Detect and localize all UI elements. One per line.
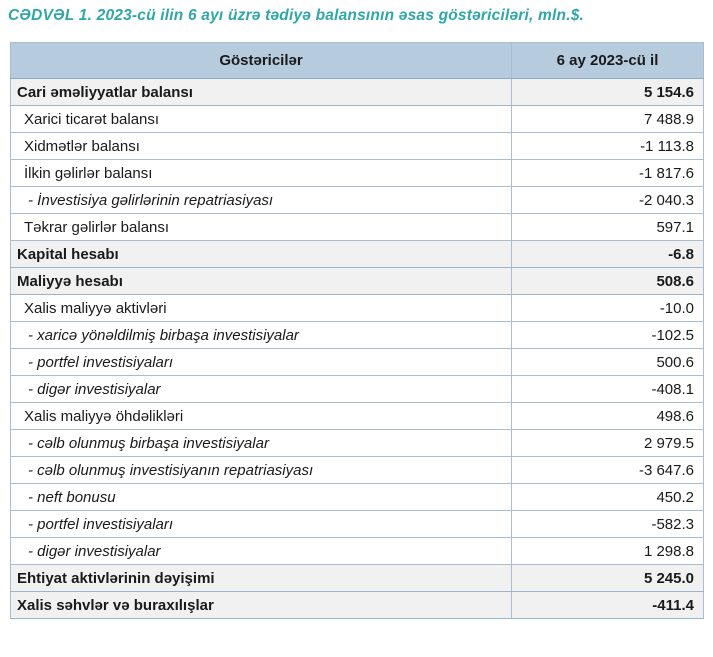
row-label: - digər investisiyalar bbox=[10, 537, 512, 565]
row-label: - İnvestisiya gəlirlərinin repatriasiyas… bbox=[10, 186, 512, 214]
table-row: - xaricə yönəldilmiş birbaşa investisiya… bbox=[10, 321, 704, 349]
row-value: 5 245.0 bbox=[511, 564, 704, 592]
row-value: -3 647.6 bbox=[511, 456, 704, 484]
row-label: Kapital hesabı bbox=[10, 240, 512, 268]
row-value: -6.8 bbox=[511, 240, 704, 268]
row-value: -582.3 bbox=[511, 510, 704, 538]
table-row: - digər investisiyalar 1 298.8 bbox=[10, 537, 704, 565]
table-row: Xalis səhvlər və buraxılışlar -411.4 bbox=[10, 591, 704, 619]
row-value: -10.0 bbox=[511, 294, 704, 322]
row-value: -1 817.6 bbox=[511, 159, 704, 187]
row-value: 498.6 bbox=[511, 402, 704, 430]
table-row: Cari əməliyyatlar balansı 5 154.6 bbox=[10, 78, 704, 106]
row-label: Cari əməliyyatlar balansı bbox=[10, 78, 512, 106]
row-label: İlkin gəlirlər balansı bbox=[10, 159, 512, 187]
table-row: Xarici ticarət balansı 7 488.9 bbox=[10, 105, 704, 133]
row-value: -1 113.8 bbox=[511, 132, 704, 160]
row-label: - digər investisiyalar bbox=[10, 375, 512, 403]
table-row: Kapital hesabı -6.8 bbox=[10, 240, 704, 268]
table-row: - portfel investisiyaları -582.3 bbox=[10, 510, 704, 538]
table-header-row: Göstəricilər 6 ay 2023-cü il bbox=[10, 42, 704, 79]
table-row: Təkrar gəlirlər balansı 597.1 bbox=[10, 213, 704, 241]
row-label: Ehtiyat aktivlərinin dəyişimi bbox=[10, 564, 512, 592]
row-label: Təkrar gəlirlər balansı bbox=[10, 213, 512, 241]
table-row: - İnvestisiya gəlirlərinin repatriasiyas… bbox=[10, 186, 704, 214]
row-value: 597.1 bbox=[511, 213, 704, 241]
row-label: - xaricə yönəldilmiş birbaşa investisiya… bbox=[10, 321, 512, 349]
row-label: - neft bonusu bbox=[10, 483, 512, 511]
row-label: Xalis səhvlər və buraxılışlar bbox=[10, 591, 512, 619]
row-label: Xarici ticarət balansı bbox=[10, 105, 512, 133]
row-label: - portfel investisiyaları bbox=[10, 510, 512, 538]
row-label: Maliyyə hesabı bbox=[10, 267, 512, 295]
row-value: -102.5 bbox=[511, 321, 704, 349]
row-value: 5 154.6 bbox=[511, 78, 704, 106]
column-header-period: 6 ay 2023-cü il bbox=[511, 42, 704, 79]
row-value: 1 298.8 bbox=[511, 537, 704, 565]
column-header-indicators: Göstəricilər bbox=[10, 42, 512, 79]
table-row: İlkin gəlirlər balansı -1 817.6 bbox=[10, 159, 704, 187]
row-label: - cəlb olunmuş investisiyanın repatriasi… bbox=[10, 456, 512, 484]
row-value: -408.1 bbox=[511, 375, 704, 403]
row-label: Xalis maliyyə öhdəlikləri bbox=[10, 402, 512, 430]
table-row: Ehtiyat aktivlərinin dəyişimi 5 245.0 bbox=[10, 564, 704, 592]
table-caption: CƏDVƏL 1. 2023-cü ilin 6 ayı üzrə tədiyə… bbox=[8, 7, 585, 24]
table-row: Xalis maliyyə aktivləri -10.0 bbox=[10, 294, 704, 322]
table-row: Maliyyə hesabı 508.6 bbox=[10, 267, 704, 295]
table-row: - cəlb olunmuş investisiyanın repatriasi… bbox=[10, 456, 704, 484]
table-row: - portfel investisiyaları 500.6 bbox=[10, 348, 704, 376]
row-value: 508.6 bbox=[511, 267, 704, 295]
table-row: - cəlb olunmuş birbaşa investisiyalar 2 9… bbox=[10, 429, 704, 457]
table-row: Xidmətlər balansı -1 113.8 bbox=[10, 132, 704, 160]
row-value: -411.4 bbox=[511, 591, 704, 619]
row-value: 450.2 bbox=[511, 483, 704, 511]
table-body: Cari əməliyyatlar balansı 5 154.6 Xarici t… bbox=[10, 78, 704, 619]
row-label: - portfel investisiyaları bbox=[10, 348, 512, 376]
row-value: 2 979.5 bbox=[511, 429, 704, 457]
row-label: Xidmətlər balansı bbox=[10, 132, 512, 160]
row-label: - cəlb olunmuş birbaşa investisiyalar bbox=[10, 429, 512, 457]
balance-of-payments-table: Göstəricilər 6 ay 2023-cü il Cari əməliy… bbox=[10, 42, 704, 619]
table-row: Xalis maliyyə öhdəlikləri 498.6 bbox=[10, 402, 704, 430]
table-row: - digər investisiyalar -408.1 bbox=[10, 375, 704, 403]
row-value: -2 040.3 bbox=[511, 186, 704, 214]
row-value: 500.6 bbox=[511, 348, 704, 376]
row-label: Xalis maliyyə aktivləri bbox=[10, 294, 512, 322]
row-value: 7 488.9 bbox=[511, 105, 704, 133]
table-row: - neft bonusu 450.2 bbox=[10, 483, 704, 511]
